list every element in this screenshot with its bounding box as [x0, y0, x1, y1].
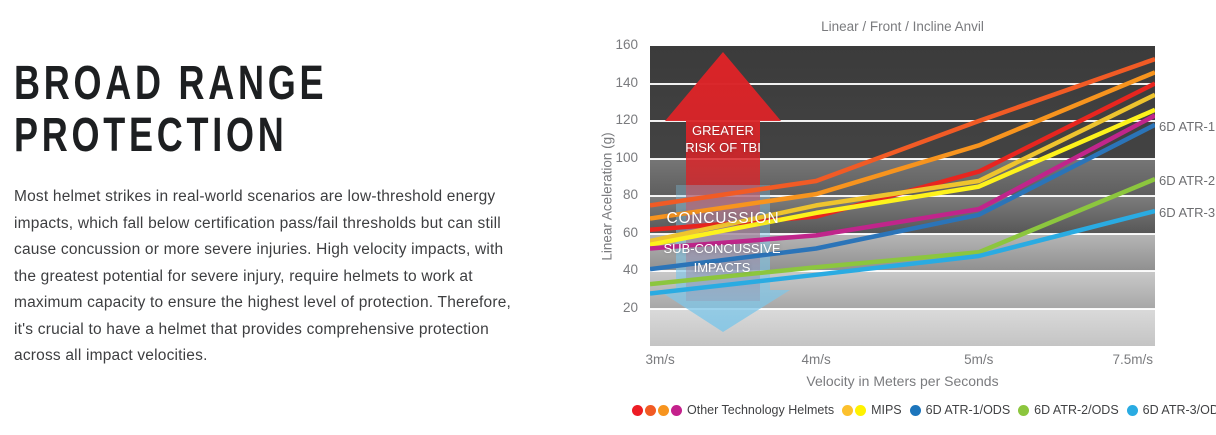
series-line-6d-atr-1-ods: [650, 122, 1155, 272]
impact-chart: Linear / Front / Incline Anvil Linear Ac…: [596, 0, 1216, 435]
y-tick-label: 160: [615, 37, 638, 52]
legend-dot: [645, 404, 656, 416]
sub-concussive-annotation: SUB-CONCUSSIVE IMPACTS: [663, 241, 781, 275]
series-end-label: 6D ATR-3: [1159, 204, 1216, 220]
gridline: [650, 270, 1155, 272]
legend-item-label: Other Technology Helmets: [687, 403, 835, 417]
series-line-mips-1: [650, 92, 1155, 244]
gridline: [650, 307, 1155, 310]
legend-item-label: 6D ATR-3/ODS: [1142, 403, 1216, 417]
x-tick-label: 3m/s: [645, 352, 675, 367]
gridline: [650, 195, 1155, 197]
legend-item-label: 6D ATR-2/ODS: [1034, 403, 1119, 417]
legend-dot: [632, 404, 643, 416]
y-tick-label: 60: [622, 224, 638, 240]
intro-paragraph: Most helmet strikes in real-world scenar…: [14, 188, 512, 364]
concussion-annotation: CONCUSSION: [666, 210, 780, 227]
legend-dot: [671, 404, 682, 416]
legend-item: MIPS: [842, 403, 902, 417]
legend-item: 6D ATR-1/ODS: [909, 403, 1011, 417]
y-tick-label: 80: [622, 187, 638, 202]
page-title: BROAD RANGE PROTECTION: [14, 57, 328, 162]
series-line-6d-atr-2-ods: [650, 177, 1155, 287]
intro-section: BROAD RANGE PROTECTION Most helmet strik…: [14, 58, 514, 370]
series-end-label: 6D ATR-1: [1159, 118, 1216, 134]
y-axis-ticks: 160 140 120 100 80 60 40 20: [606, 37, 644, 346]
legend-item-label: 6D ATR-1/ODS: [925, 403, 1011, 417]
gridline: [650, 82, 1155, 85]
legend-item: 6D ATR-2/ODS: [1018, 403, 1119, 417]
plot-area: GREATER RISK OF TBI CONCUSSION SUB-CONCU…: [650, 46, 1155, 346]
series-line-other-technology-helmet-4: [650, 113, 1155, 251]
legend-item-label: MIPS: [871, 403, 902, 417]
y-tick-label: 120: [615, 112, 638, 127]
y-tick-label: 100: [615, 149, 638, 165]
series-line-mips-2: [650, 107, 1155, 248]
chart-title: Linear / Front / Incline Anvil: [821, 19, 984, 34]
y-tick-label: 140: [615, 74, 638, 90]
legend-item: Other Technology Helmets: [632, 403, 834, 417]
x-tick-label: 7.5m/s: [1112, 352, 1154, 367]
legend-dot: [658, 404, 669, 416]
legend-item: 6D ATR-3/ODS: [1126, 403, 1216, 417]
gridline: [650, 120, 1155, 122]
legend-dot: [855, 404, 867, 416]
series-line-other-technology-helmet-2: [650, 70, 1155, 221]
x-tick-label: 4m/s: [801, 352, 831, 367]
legend-dot: [842, 404, 854, 416]
y-tick-label: 40: [622, 262, 638, 277]
chart-legend: Other Technology Helmets MIPS 6D ATR-1/ODS…: [632, 403, 1216, 417]
series-end-labels: 6D ATR-1 6D ATR-2 6D ATR-3: [1159, 46, 1216, 346]
greater-risk-annotation: GREATER RISK OF TBI: [685, 123, 761, 155]
series-line-other-technology-helmet-1: [650, 56, 1155, 208]
x-axis-label: Velocity in Meters per Seconds: [806, 373, 999, 389]
x-axis-ticks: 3m/s 4m/s 5m/s 7.5m/s: [645, 352, 1155, 368]
x-tick-label: 5m/s: [964, 352, 994, 367]
y-tick-label: 20: [622, 299, 638, 315]
legend-dot: [1126, 404, 1138, 416]
gridline: [650, 157, 1155, 160]
series-lines-layer: [650, 56, 1155, 296]
series-line-6d-atr-3-ods: [650, 208, 1155, 296]
legend-dot: [909, 404, 921, 416]
series-end-label: 6D ATR-2: [1159, 173, 1216, 188]
legend-dot: [1018, 404, 1030, 416]
gridline: [650, 232, 1155, 235]
